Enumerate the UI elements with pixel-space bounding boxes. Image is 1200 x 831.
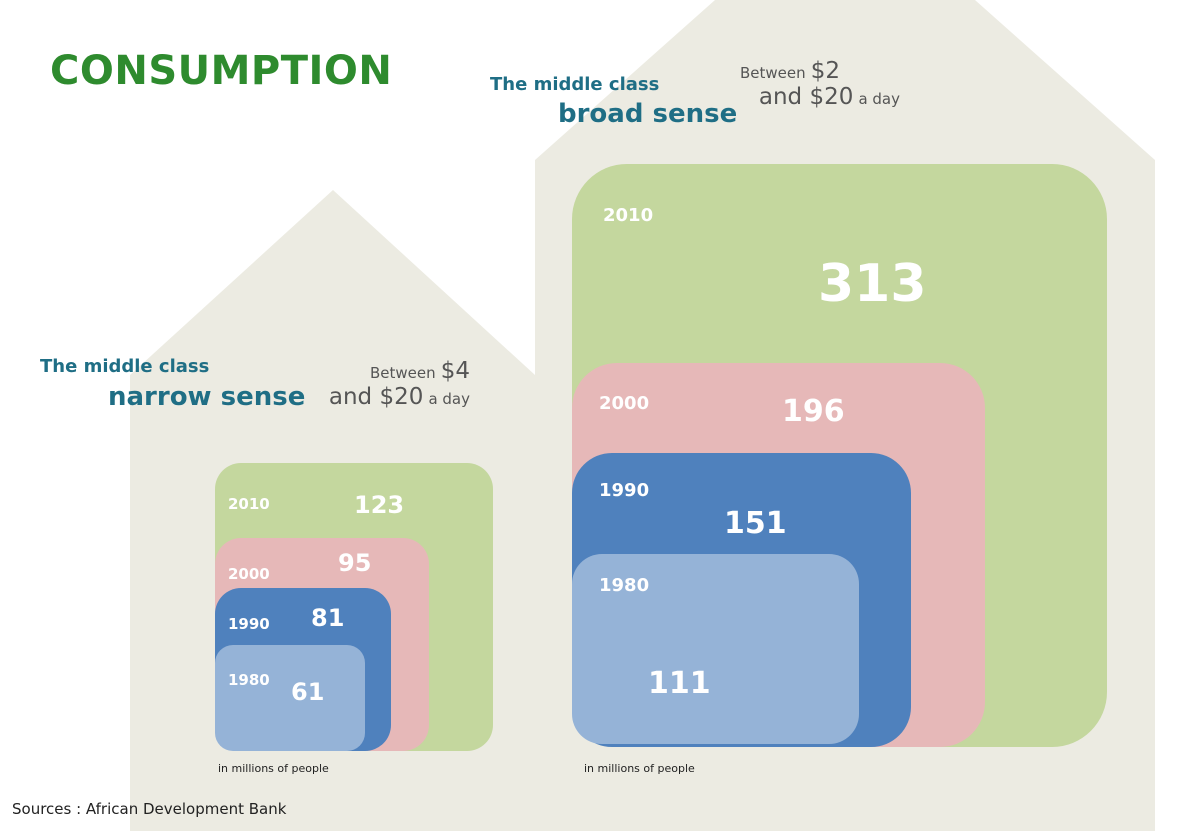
broad-range-and: and $20 bbox=[758, 84, 854, 110]
broad-year-2010: 2010 bbox=[603, 205, 654, 226]
narrow-value-1990: 81 bbox=[311, 604, 345, 632]
page-title: CONSUMPTION bbox=[50, 48, 393, 94]
broad-year-1990: 1990 bbox=[599, 480, 650, 501]
narrow-year-1980: 1980 bbox=[228, 671, 270, 689]
broad-range-suffix: a day bbox=[858, 90, 900, 108]
broad-year-2000: 2000 bbox=[599, 393, 650, 414]
source-note: Sources : African Development Bank bbox=[12, 800, 287, 818]
broad-value-2000: 196 bbox=[782, 394, 845, 429]
broad-label-line1: The middle class bbox=[490, 74, 660, 95]
narrow-unit-note: in millions of people bbox=[218, 762, 329, 775]
narrow-year-2000: 2000 bbox=[228, 565, 270, 583]
narrow-range-low: $4 bbox=[440, 358, 470, 384]
broad-unit-note: in millions of people bbox=[584, 762, 695, 775]
broad-box-1980 bbox=[572, 554, 859, 744]
broad-value-2010: 313 bbox=[818, 254, 927, 314]
narrow-range: Between $4 and $20 a day bbox=[300, 358, 470, 410]
narrow-box-1980 bbox=[215, 645, 365, 751]
narrow-value-2010: 123 bbox=[354, 491, 405, 519]
narrow-value-2000: 95 bbox=[338, 549, 372, 577]
broad-range: Between $2 and $20 a day bbox=[730, 58, 900, 110]
narrow-label-line2: narrow sense bbox=[108, 382, 306, 412]
broad-range-prefix: Between bbox=[740, 64, 806, 82]
broad-value-1980: 111 bbox=[648, 666, 711, 701]
narrow-year-2010: 2010 bbox=[228, 495, 270, 513]
broad-label-line2: broad sense bbox=[558, 99, 738, 129]
broad-year-1980: 1980 bbox=[599, 575, 650, 596]
narrow-range-prefix: Between bbox=[369, 364, 436, 382]
broad-range-low: $2 bbox=[810, 58, 841, 84]
broad-value-1990: 151 bbox=[724, 506, 787, 541]
narrow-range-and: and $20 bbox=[328, 384, 424, 410]
narrow-range-suffix: a day bbox=[428, 390, 470, 408]
narrow-label-line1: The middle class bbox=[40, 356, 210, 377]
narrow-year-1990: 1990 bbox=[228, 615, 270, 633]
narrow-value-1980: 61 bbox=[291, 678, 325, 706]
